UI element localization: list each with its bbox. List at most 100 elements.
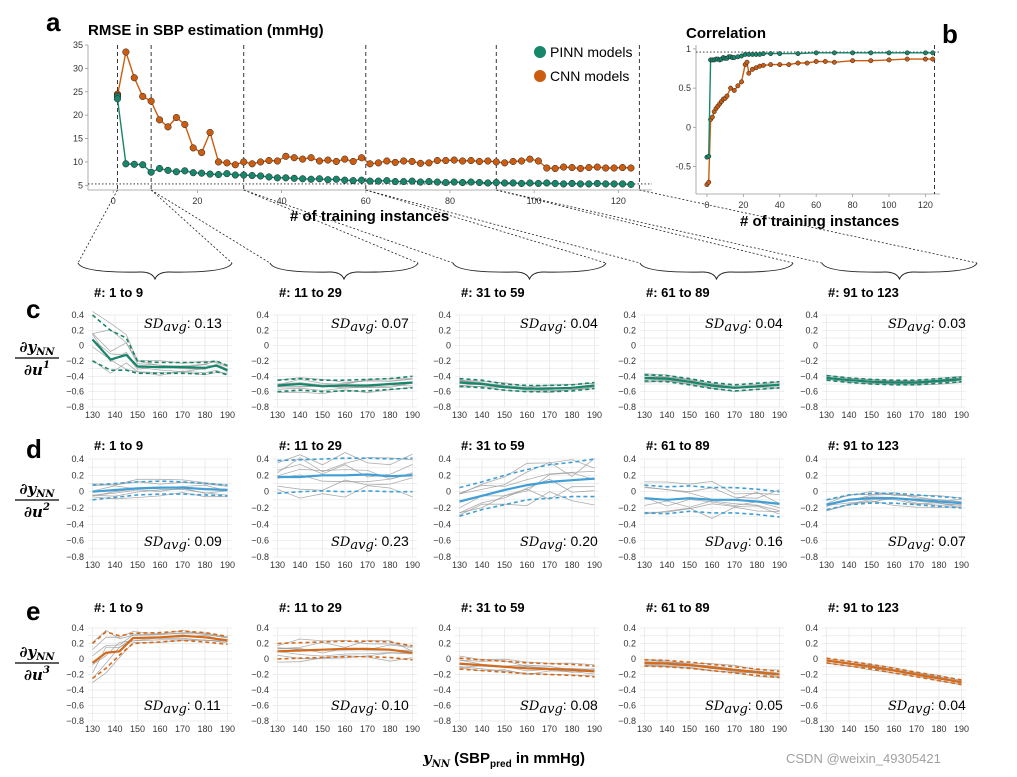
y-tick-label: 0.2 bbox=[438, 325, 451, 335]
y-tick-label: −0.4 bbox=[433, 371, 451, 381]
x-tick-label: 190 bbox=[405, 724, 420, 734]
y-tick-label: 0.4 bbox=[805, 454, 818, 464]
cnn-point bbox=[868, 58, 874, 64]
upper-sd-line bbox=[826, 374, 962, 382]
sd-label-sub: avg bbox=[163, 320, 186, 335]
y-tick-label: −0.2 bbox=[800, 503, 818, 513]
cnn-point bbox=[408, 157, 416, 166]
y-tick-label: 0 bbox=[686, 122, 691, 132]
x-tick-label: 180 bbox=[197, 560, 212, 570]
cnn-point bbox=[257, 158, 265, 166]
y-tick-label: 0.4 bbox=[805, 623, 818, 633]
sd-value: 0.07 bbox=[939, 533, 966, 549]
sd-avg-text: SDavg: 0.10 bbox=[331, 697, 409, 717]
y-tick-label: −0.4 bbox=[433, 519, 451, 529]
x-tick-label: 40 bbox=[277, 196, 287, 206]
cnn-point bbox=[886, 57, 892, 63]
y-tick-label: −0.2 bbox=[433, 356, 451, 366]
y-tick-label: 0 bbox=[813, 487, 818, 497]
svg-text:yNN (SBPpred in mmHg): yNN (SBPpred in mmHg) bbox=[422, 749, 585, 770]
x-tick-label: 140 bbox=[107, 560, 122, 570]
sd-value: 0.13 bbox=[195, 315, 222, 331]
lower-sd-line bbox=[277, 387, 413, 393]
x-tick-label: 160 bbox=[886, 410, 901, 420]
y-tick-label: −0.8 bbox=[618, 716, 636, 726]
pinn-point bbox=[172, 168, 180, 176]
x-tick-label: 130 bbox=[270, 724, 285, 734]
x-tick-label: 180 bbox=[931, 724, 946, 734]
cnn-point bbox=[475, 157, 483, 166]
sd-label-base: SD bbox=[888, 317, 908, 332]
cnn-point bbox=[442, 156, 450, 165]
y-tick-label: −0.4 bbox=[251, 685, 269, 695]
pinn-point bbox=[450, 178, 458, 186]
x-tick-label: 180 bbox=[931, 410, 946, 420]
pinn-point bbox=[374, 177, 382, 185]
y-tick-label: −0.2 bbox=[66, 503, 84, 513]
x-tick-label: 40 bbox=[775, 200, 785, 210]
sd-avg-text: SDavg: 0.11 bbox=[144, 697, 221, 717]
y-tick-label: −0.8 bbox=[66, 552, 84, 562]
sd-value: 0.05 bbox=[756, 697, 783, 713]
x-tick-label: 120 bbox=[918, 200, 933, 210]
pinn-point bbox=[273, 174, 281, 182]
numerator-sub: NN bbox=[35, 652, 55, 663]
denominator-base: ∂u bbox=[24, 503, 43, 521]
x-tick-label: 170 bbox=[175, 560, 190, 570]
x-tick-label: 170 bbox=[360, 560, 375, 570]
panel-letter-c: c bbox=[26, 294, 40, 324]
pinn-point bbox=[484, 179, 492, 187]
sd-separator: : bbox=[563, 315, 571, 331]
range-brace bbox=[821, 262, 978, 281]
cnn-point bbox=[324, 156, 332, 164]
pinn-point bbox=[777, 51, 783, 57]
panel-label: #: 11 to 29 bbox=[279, 600, 342, 615]
pinn-point bbox=[467, 178, 475, 186]
x-tick-label: 160 bbox=[152, 724, 167, 734]
individual-model-line bbox=[459, 478, 595, 514]
x-tick-label: 100 bbox=[881, 200, 896, 210]
y-tick-label: 0.2 bbox=[623, 639, 636, 649]
y-tick-label: 0.2 bbox=[256, 639, 269, 649]
y-tick-label: −0.2 bbox=[800, 670, 818, 680]
x-tick-label: 150 bbox=[682, 410, 697, 420]
cnn-point bbox=[709, 114, 715, 120]
y-tick-label: −0.4 bbox=[251, 519, 269, 529]
pinn-point bbox=[442, 178, 450, 187]
sd-value: 0.11 bbox=[195, 697, 221, 713]
y-tick-label: 0.4 bbox=[438, 454, 451, 464]
pinn-point bbox=[618, 180, 627, 188]
sd-avg-text: SDavg: 0.09 bbox=[144, 533, 222, 553]
pinn-point bbox=[223, 170, 231, 178]
y-tick-label: −0.4 bbox=[66, 685, 84, 695]
cnn-point bbox=[459, 157, 467, 165]
lower-sd-line bbox=[277, 655, 413, 661]
panel-label: #: 31 to 59 bbox=[461, 438, 525, 453]
rmse-legend: PINN models CNN models bbox=[534, 44, 632, 84]
pinn-point bbox=[358, 176, 366, 184]
sd-value: 0.20 bbox=[571, 533, 598, 549]
x-tick-label: 190 bbox=[405, 560, 420, 570]
individual-model-line bbox=[277, 457, 413, 474]
cnn-point bbox=[618, 163, 627, 172]
cnn-point bbox=[904, 56, 910, 62]
individual-model-line bbox=[459, 459, 595, 495]
individual-model-line bbox=[277, 463, 413, 478]
panel-label: #: 1 to 9 bbox=[94, 285, 143, 300]
panel-label: #: 1 to 9 bbox=[94, 600, 143, 615]
cnn-line bbox=[706, 58, 933, 186]
x-tick-label: 130 bbox=[637, 560, 652, 570]
y-tick-label: 0 bbox=[446, 487, 451, 497]
cnn-point bbox=[560, 163, 568, 171]
sd-separator: : bbox=[931, 697, 939, 713]
lower-sd-line bbox=[644, 510, 780, 518]
y-tick-label: 0.4 bbox=[805, 310, 818, 320]
y-tick-label: −0.6 bbox=[618, 536, 636, 546]
x-tick-label: 190 bbox=[405, 410, 420, 420]
x-tick-label: 180 bbox=[749, 560, 764, 570]
pinn-point bbox=[585, 180, 593, 188]
sd-label-sub: avg bbox=[907, 702, 930, 717]
connector-right bbox=[365, 189, 607, 264]
x-tick-label: 60 bbox=[811, 200, 821, 210]
